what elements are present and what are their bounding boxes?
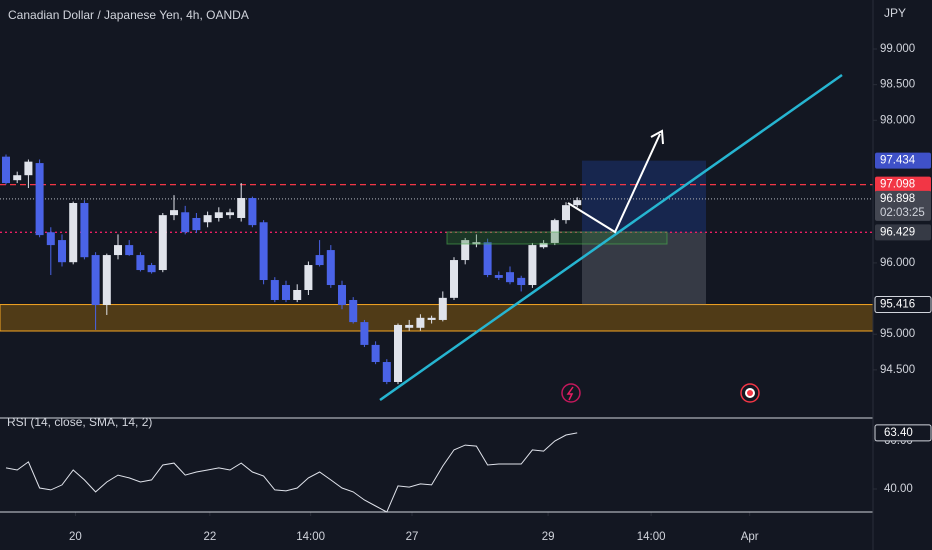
rsi-title: RSI (14, close, SMA, 14, 2) (7, 415, 152, 429)
candle-body (259, 222, 268, 281)
demand-box[interactable] (446, 231, 668, 245)
candle-body (326, 250, 335, 286)
candle-body (494, 275, 503, 278)
candle-body (472, 242, 481, 245)
target-icon[interactable] (740, 383, 760, 403)
price-label: 96.898 (880, 193, 915, 205)
candle-body (517, 277, 526, 286)
x-tick-label: 14:00 (637, 531, 666, 543)
candle-body (24, 161, 33, 176)
candle-body (147, 265, 156, 273)
candle-body (125, 245, 134, 256)
candle-body (181, 212, 190, 233)
price-label-bg (874, 296, 932, 314)
candle-body (450, 260, 459, 298)
candle-body (360, 322, 369, 345)
x-tick-label: Apr (741, 531, 759, 543)
candle-body (270, 280, 279, 300)
event-ring (561, 383, 581, 403)
target-zone[interactable] (582, 160, 706, 233)
y-tick-label: 99.000 (880, 43, 915, 55)
candle-body (371, 344, 380, 363)
projection-arrow[interactable] (567, 133, 661, 234)
candle-body (248, 198, 257, 226)
candle-body (192, 217, 201, 231)
candle-body (46, 232, 55, 246)
candle-body (136, 255, 145, 271)
price-label-bg (875, 224, 931, 241)
x-tick-label: 27 (406, 531, 419, 543)
support-zone[interactable] (0, 304, 874, 332)
candle-body (237, 198, 246, 218)
candle-body (315, 255, 324, 266)
candle-body (382, 362, 391, 382)
y-tick-label: 98.500 (880, 79, 915, 91)
candle-body (427, 317, 436, 320)
x-tick-label: 29 (542, 531, 555, 543)
candle-body (293, 290, 302, 300)
currency-label: JPY (884, 6, 906, 20)
rsi-line (5, 432, 578, 513)
price-label: 97.098 (880, 179, 915, 191)
price-label: 95.416 (880, 299, 915, 311)
candle-body (35, 163, 44, 236)
price-label-bg (875, 152, 931, 169)
candle-body (2, 156, 11, 184)
candle-body (69, 203, 78, 263)
candle-body (539, 242, 548, 248)
candle-body (573, 200, 582, 206)
candle-body (483, 242, 492, 276)
x-tick-label: 20 (69, 531, 82, 543)
candle-body (91, 255, 100, 305)
candle-body (282, 285, 291, 300)
target-ring (740, 383, 760, 403)
candle-body (102, 255, 111, 305)
candle-body (416, 317, 425, 328)
rsi-label: 63.40 (884, 427, 913, 439)
candle-body (506, 272, 515, 283)
candle-body (58, 240, 67, 263)
candle-body (405, 324, 414, 328)
y-tick-label: 96.000 (880, 257, 915, 269)
target-dot (747, 390, 753, 396)
candle-body (562, 205, 571, 221)
candle-body (461, 240, 470, 261)
price-label: 97.434 (880, 155, 916, 167)
arrow-head (650, 129, 664, 145)
event-icon[interactable] (561, 383, 581, 403)
trend-line[interactable] (379, 73, 843, 402)
chart-title: Canadian Dollar / Japanese Yen, 4h, OAND… (8, 8, 249, 22)
price-label: 96.429 (880, 226, 915, 238)
price-label-bg (875, 190, 931, 221)
candle-body (13, 175, 22, 181)
candle-body (349, 299, 358, 323)
countdown-label: 02:03:25 (880, 207, 925, 219)
rsi-tick-label: 40.00 (884, 483, 913, 495)
x-tick-label: 14:00 (296, 531, 325, 543)
lightning (566, 386, 574, 401)
candle-body (528, 245, 537, 286)
y-tick-label: 95.000 (880, 328, 915, 340)
candle-body (170, 210, 179, 216)
candle-body (114, 245, 123, 256)
candle-body (338, 285, 347, 305)
x-tick-label: 22 (203, 531, 216, 543)
candle-body (394, 324, 403, 382)
candle-body (80, 203, 89, 258)
candle-body (304, 265, 313, 291)
y-tick-label: 98.000 (880, 114, 915, 126)
candle-body (214, 212, 223, 218)
price-label-bg (875, 176, 931, 193)
rsi-label-bg (874, 424, 932, 442)
candle-body (203, 215, 212, 223)
candle-body (158, 215, 167, 271)
candle-body (226, 212, 235, 216)
y-tick-label: 94.500 (880, 364, 915, 376)
candle-body (438, 297, 447, 320)
